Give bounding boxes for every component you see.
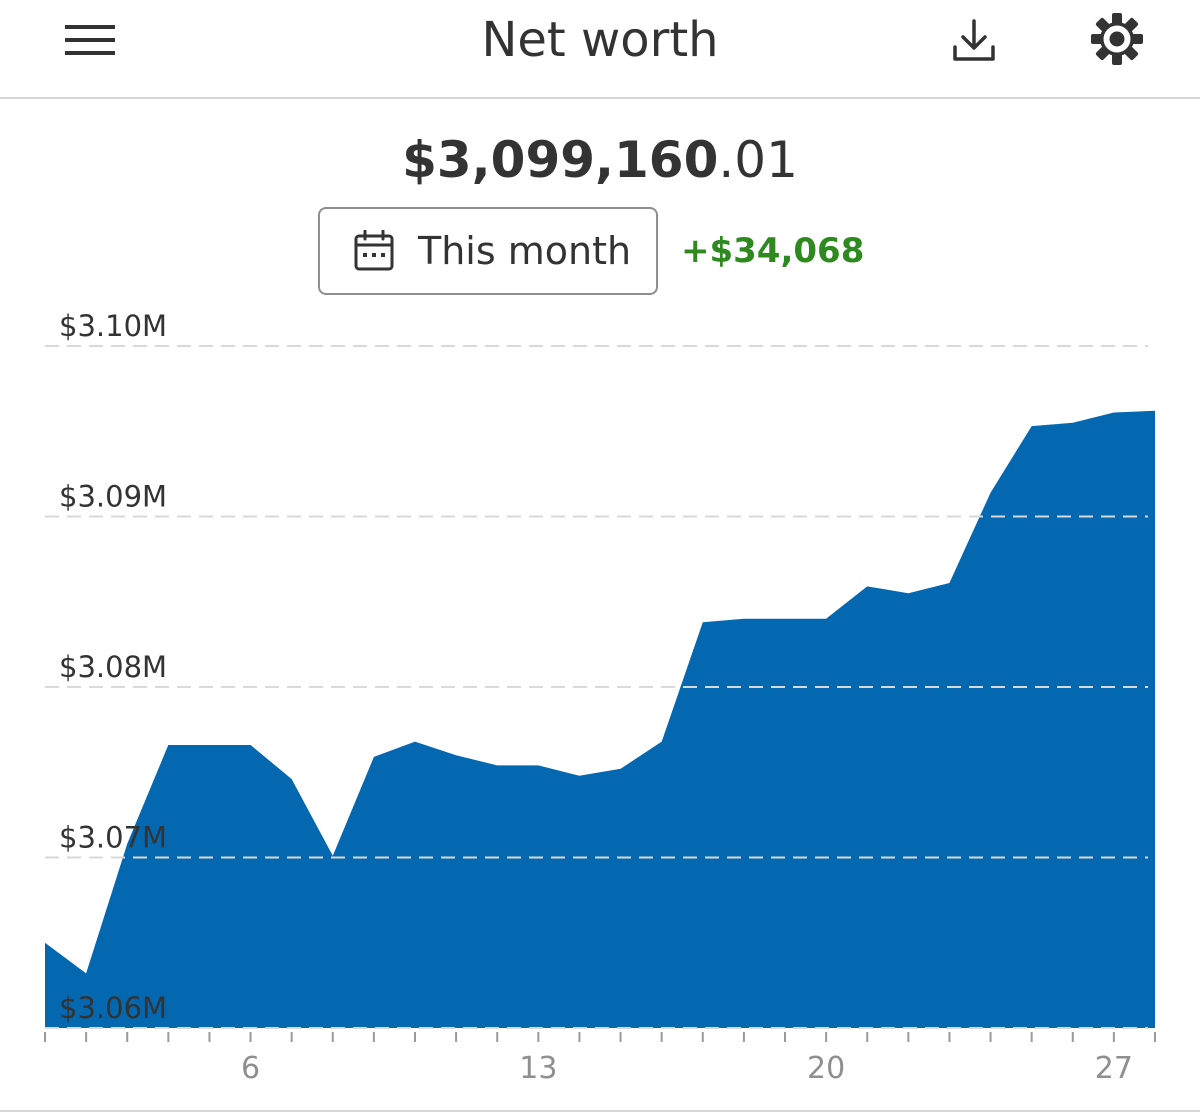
y-tick-label: $3.09M	[59, 480, 167, 514]
chart-grid-layer	[45, 345, 1148, 1029]
download-icon[interactable]	[940, 8, 1008, 72]
net-worth-dollars: $3,099,160	[402, 131, 719, 189]
y-tick-label: $3.06M	[59, 991, 167, 1025]
chart-ytick-layer: $3.10M $3.09M $3.08M $3.07M $3.06M	[59, 309, 167, 1025]
net-worth-cents: .01	[718, 131, 798, 189]
period-selector-button[interactable]: This month	[318, 207, 658, 295]
chart-xtick-layer: 6 13 20 27	[44, 1032, 1156, 1086]
x-tick-label: 27	[1095, 1051, 1133, 1086]
hamburger-menu-icon[interactable]	[56, 10, 124, 70]
chart-area-layer	[45, 410, 1155, 1028]
x-tick-label: 13	[519, 1051, 557, 1086]
page-title: Net worth	[481, 12, 719, 68]
x-tick-label: 6	[241, 1051, 260, 1086]
period-label: This month	[418, 229, 632, 273]
gear-icon[interactable]	[1082, 6, 1152, 72]
x-tick-label: 20	[807, 1051, 845, 1086]
calendar-icon	[352, 229, 396, 273]
net-worth-change: +$34,068	[681, 231, 865, 271]
y-tick-label: $3.10M	[59, 309, 167, 343]
app-header: Net worth	[0, 0, 1200, 99]
net-worth-total: $3,099,160.01	[0, 128, 1200, 192]
y-tick-label: $3.08M	[59, 650, 167, 684]
y-tick-label: $3.07M	[59, 821, 167, 855]
bottom-divider	[0, 1110, 1200, 1112]
series-area	[45, 410, 1155, 1028]
